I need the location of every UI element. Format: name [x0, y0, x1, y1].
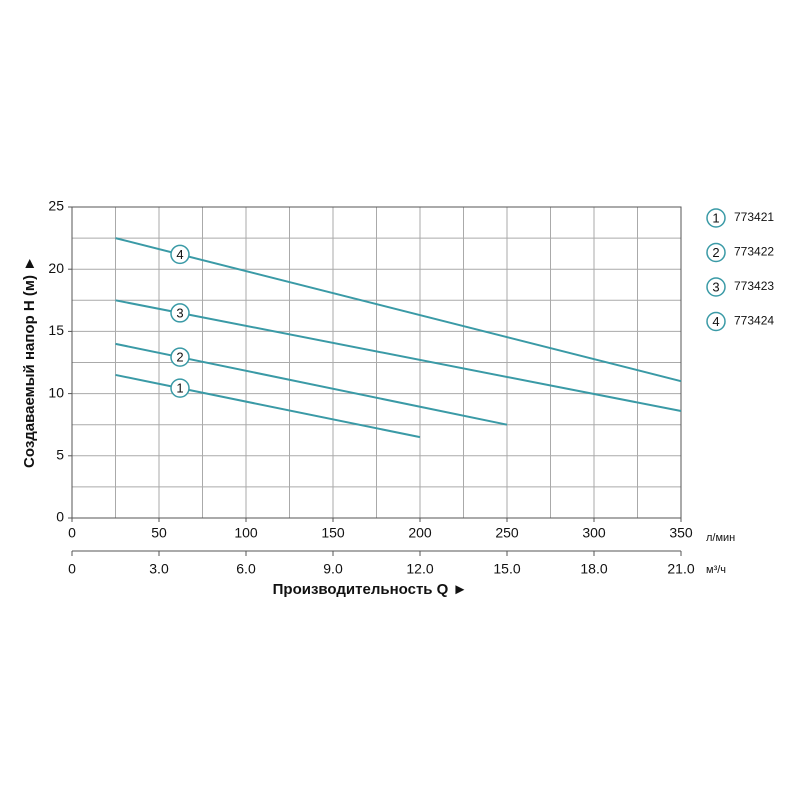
y-tick-label: 25 — [48, 198, 64, 214]
line-marker-label: 3 — [176, 305, 183, 320]
x2-tick-label: 12.0 — [406, 561, 433, 577]
line-marker — [170, 347, 190, 367]
y-tick-label: 20 — [48, 260, 64, 276]
legend-marker-label: 4 — [712, 314, 719, 329]
legend-marker-label: 2 — [712, 245, 719, 260]
legend-label: 773423 — [734, 279, 774, 293]
x-tick-label: 300 — [582, 525, 606, 541]
x-tick-label: 200 — [408, 525, 432, 541]
line-marker-label: 4 — [176, 247, 183, 262]
series-line — [115, 299, 682, 412]
legend-marker — [706, 277, 726, 297]
line-marker-label: 2 — [176, 350, 183, 365]
line-marker — [170, 378, 190, 398]
legend-marker-label: 1 — [712, 210, 719, 225]
x2-tick-label: 0 — [68, 561, 76, 577]
series-line — [115, 373, 421, 439]
y-tick-label: 0 — [56, 509, 64, 525]
legend-marker — [706, 242, 726, 263]
y-tick-label: 15 — [48, 322, 64, 338]
x2-unit: м³/ч — [706, 564, 726, 576]
x-tick-label: 0 — [68, 525, 76, 541]
legend-marker-label: 3 — [712, 279, 719, 294]
x2-tick-label: 6.0 — [236, 561, 256, 577]
x-unit: л/мин — [706, 532, 735, 544]
x-tick-label: 100 — [234, 525, 258, 541]
legend-label: 773424 — [734, 314, 774, 328]
x2-tick-label: 18.0 — [580, 561, 607, 577]
x-tick-label: 350 — [669, 525, 693, 541]
line-marker-label: 1 — [176, 381, 183, 396]
y-tick-label: 5 — [56, 447, 64, 463]
x2-tick-label: 9.0 — [323, 561, 343, 577]
legend-marker — [706, 208, 726, 228]
x2-tick-label: 21.0 — [667, 561, 694, 577]
x2-tick-label: 3.0 — [149, 561, 169, 577]
line-marker — [170, 303, 190, 323]
y-tick-label: 10 — [48, 384, 64, 400]
x-tick-label: 150 — [321, 525, 345, 541]
x-axis-label: Производительность Q ► — [273, 581, 468, 598]
legend-marker — [706, 311, 726, 332]
legend-label: 773421 — [734, 210, 774, 224]
legend-label: 773422 — [734, 245, 774, 259]
x-tick-label: 250 — [495, 525, 519, 541]
x-tick-label: 50 — [151, 525, 167, 541]
y-axis-label: Создаваемый напор H (м) ► — [21, 256, 38, 468]
series-line — [115, 237, 682, 383]
line-marker — [170, 244, 190, 265]
plot-frame — [71, 206, 682, 519]
x2-tick-label: 15.0 — [493, 561, 520, 577]
